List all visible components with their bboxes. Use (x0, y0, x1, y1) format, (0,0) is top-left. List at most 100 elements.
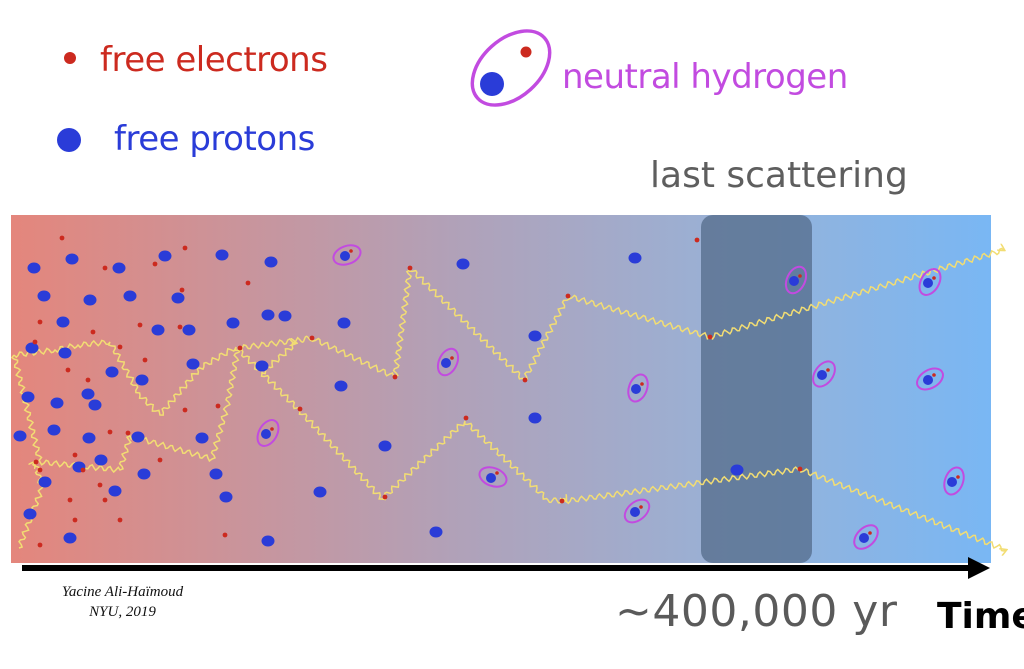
credit-affiliation: NYU, 2019 (89, 604, 156, 620)
proton (628, 252, 642, 264)
time-value-label: ~400,000 yr (615, 586, 898, 637)
proton (730, 464, 744, 476)
proton (528, 330, 542, 342)
hydrogen-electron (826, 368, 830, 372)
electron (797, 466, 803, 472)
electron (90, 329, 96, 335)
proton (528, 412, 542, 424)
proton (313, 486, 327, 498)
hydrogen-proton (340, 251, 350, 261)
proton (264, 256, 278, 268)
hydrogen-atom (332, 244, 362, 266)
photon-path (18, 462, 46, 549)
electron (80, 467, 86, 473)
legend-label-free-electrons: free electrons (100, 40, 328, 80)
proton (23, 508, 37, 520)
proton (337, 317, 351, 329)
legend-label-neutral-hydrogen: neutral hydrogen (562, 57, 848, 97)
hydrogen-atom (627, 373, 649, 403)
hydrogen-atom (784, 265, 808, 295)
proton (83, 294, 97, 306)
electron (245, 280, 251, 286)
proton (123, 290, 137, 302)
legend-electron-marker (64, 52, 76, 64)
hydrogen-electron (639, 505, 643, 509)
last-scattering-band (701, 215, 812, 563)
proton (158, 250, 172, 262)
proton (65, 253, 79, 265)
electron (309, 335, 315, 341)
electron (117, 344, 123, 350)
hydrogen-electron (270, 427, 274, 431)
electron (157, 457, 163, 463)
neutral-hydrogen-atoms (256, 244, 965, 550)
legend-label-free-protons: free protons (114, 119, 315, 159)
hydrogen-electron (450, 356, 454, 360)
proton (215, 249, 229, 261)
hydrogen-orbit (812, 360, 836, 388)
proton (195, 432, 209, 444)
proton (219, 491, 233, 503)
electron (72, 517, 78, 523)
proton (255, 360, 269, 372)
proton (261, 309, 275, 321)
electron (392, 374, 398, 380)
hydrogen-atom (478, 466, 508, 488)
electron (565, 293, 571, 299)
hydrogen-atom (436, 347, 460, 377)
hydrogen-proton (441, 358, 451, 368)
proton (94, 454, 108, 466)
hydrogen-atom (812, 360, 836, 388)
time-axis-label: Time (937, 596, 1024, 637)
hydrogen-proton (923, 278, 933, 288)
electron (37, 542, 43, 548)
hydrogen-proton (859, 533, 869, 543)
proton (456, 258, 470, 270)
universe-background (11, 215, 991, 563)
hydrogen-orbit (478, 466, 508, 488)
electron (522, 377, 528, 383)
hydrogen-electron (932, 276, 936, 280)
electron (142, 357, 148, 363)
credit: Yacine Ali-Haïmoud NYU, 2019 (40, 582, 205, 622)
electron (107, 429, 113, 435)
electron (707, 334, 713, 340)
electron (72, 452, 78, 458)
electron (65, 367, 71, 373)
legend-hydrogen-marker (470, 29, 552, 107)
proton (226, 317, 240, 329)
proton (63, 532, 77, 544)
proton (27, 262, 41, 274)
photon-path (565, 466, 1006, 551)
hydrogen-orbit (627, 373, 649, 403)
hydrogen-atom (918, 268, 942, 296)
proton (13, 430, 27, 442)
electron (37, 467, 43, 473)
electron (102, 265, 108, 271)
free-electrons (32, 235, 803, 548)
electron (694, 237, 700, 243)
hydrogen-proton (630, 507, 640, 517)
electron (137, 322, 143, 328)
electron (222, 532, 228, 538)
proton (171, 292, 185, 304)
proton (47, 424, 61, 436)
photon-path (13, 339, 566, 504)
hydrogen-orbit (256, 419, 280, 447)
proton (334, 380, 348, 392)
free-protons (13, 249, 744, 547)
hydrogen-orbit (853, 524, 879, 550)
proton (378, 440, 392, 452)
electron (382, 494, 388, 500)
photon-paths (10, 249, 1006, 552)
hydrogen-orbit (943, 466, 965, 496)
last-scattering-label: last scattering (650, 155, 908, 196)
hydrogen-proton (486, 473, 496, 483)
electron (67, 497, 73, 503)
legend-proton-marker (57, 128, 81, 152)
proton (21, 391, 35, 403)
electron (117, 517, 123, 523)
proton (81, 388, 95, 400)
proton (429, 526, 443, 538)
